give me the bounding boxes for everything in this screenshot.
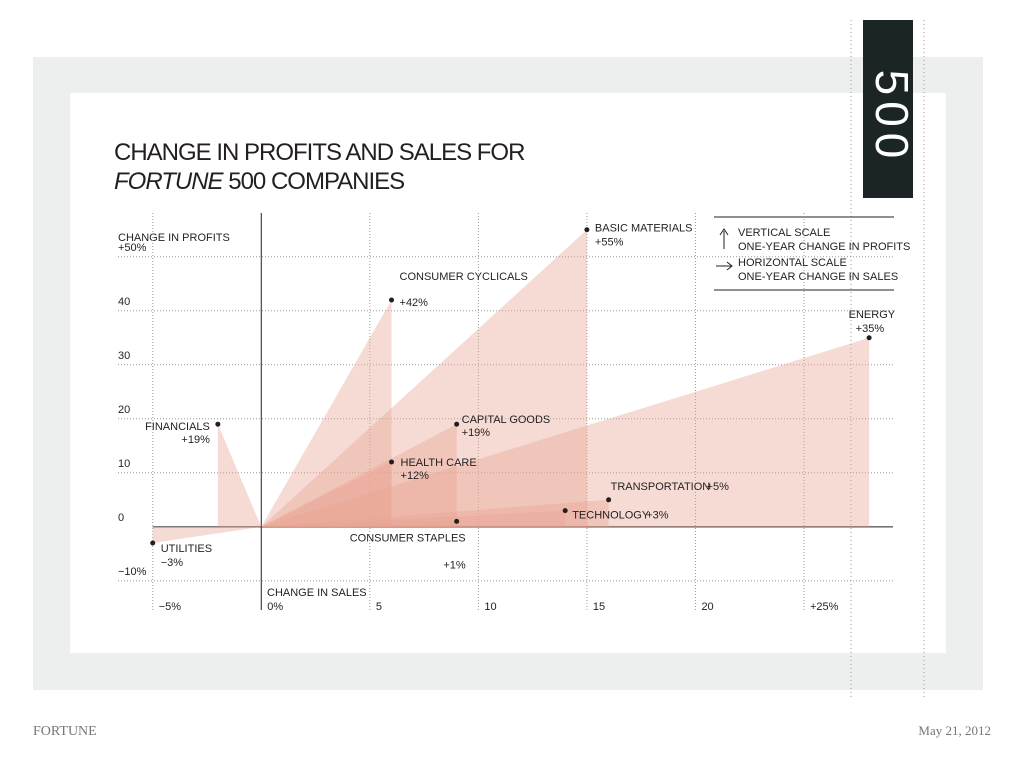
- value-label: +55%: [595, 237, 624, 249]
- wedge: [261, 299, 392, 527]
- value-label: +19%: [181, 434, 210, 446]
- point-label: CONSUMER CYCLICALS: [400, 271, 528, 283]
- y-axis-label: CHANGE IN PROFITS: [118, 232, 230, 244]
- footer-brand: FORTUNE: [33, 724, 97, 739]
- legend-text: VERTICAL SCALE: [738, 227, 830, 239]
- y-tick-label: 40: [118, 296, 130, 308]
- wedge: [152, 526, 262, 544]
- chart-title: FORTUNE 500 COMPANIES: [114, 168, 404, 195]
- y-tick-label: 30: [118, 350, 130, 362]
- y-tick-label: +50%: [118, 242, 147, 254]
- point: [584, 227, 590, 233]
- wedge: [261, 521, 457, 527]
- wedge: [261, 424, 457, 527]
- legend-arrow: [719, 228, 729, 249]
- value-label: −3%: [161, 557, 184, 569]
- legend-text: ONE-YEAR CHANGE IN SALES: [738, 271, 898, 283]
- legend-text: ONE-YEAR CHANGE IN PROFITS: [738, 241, 910, 253]
- wedge: [217, 424, 262, 527]
- point: [389, 297, 395, 303]
- y-tick-label: 10: [118, 458, 130, 470]
- point: [562, 508, 568, 514]
- value-label: +19%: [462, 427, 491, 439]
- point: [866, 335, 872, 341]
- point: [606, 497, 612, 503]
- point-label: CAPITAL GOODS: [462, 414, 551, 426]
- point-label: HEALTH CARE: [401, 457, 477, 469]
- wedge: [261, 229, 587, 527]
- y-tick-label: 20: [118, 404, 130, 416]
- value-label: +12%: [401, 470, 430, 482]
- point: [454, 421, 460, 427]
- y-tick-label: −10%: [118, 566, 147, 578]
- point-label: BASIC MATERIALS: [595, 223, 693, 235]
- badge: [863, 20, 913, 198]
- title-italic: FORTUNE: [114, 168, 225, 195]
- x-tick-label: 0%: [267, 601, 283, 613]
- point: [150, 540, 156, 546]
- value-label: +42%: [400, 297, 429, 309]
- chart-title: CHANGE IN PROFITS AND SALES FOR: [114, 139, 525, 166]
- wedge: [261, 510, 566, 527]
- point-label: FINANCIALS: [145, 421, 210, 433]
- wedge: [261, 337, 870, 527]
- badge-text: 500: [866, 70, 918, 165]
- x-axis-label: CHANGE IN SALES: [267, 587, 367, 599]
- value-label: +5%: [707, 481, 730, 493]
- point-label: TRANSPORTATION: [611, 481, 711, 493]
- point-label: TECHNOLOGY: [572, 510, 650, 522]
- footer-date: May 21, 2012: [918, 723, 991, 738]
- wedge: [261, 462, 392, 527]
- wedge: [261, 499, 609, 527]
- x-tick-label: +25%: [810, 601, 839, 613]
- panel: [70, 93, 946, 653]
- title-rest: 500 COMPANIES: [228, 168, 404, 195]
- y-tick-label: 0: [118, 512, 124, 524]
- value-label: +35%: [856, 323, 885, 335]
- x-tick-label: 20: [701, 601, 713, 613]
- point-label: CONSUMER STAPLES: [350, 532, 466, 544]
- point: [454, 518, 460, 524]
- value-label: +1%: [443, 559, 466, 571]
- legend-text: HORIZONTAL SCALE: [738, 257, 847, 269]
- point-label: UTILITIES: [161, 543, 212, 555]
- point: [215, 421, 221, 427]
- point: [389, 459, 395, 465]
- x-tick-label: −5%: [159, 601, 182, 613]
- point-label: ENERGY: [849, 309, 896, 321]
- x-tick-label: 5: [376, 601, 382, 613]
- x-tick-label: 15: [593, 601, 605, 613]
- x-tick-label: 10: [484, 601, 496, 613]
- legend-arrow: [716, 261, 733, 271]
- value-label: +3%: [646, 510, 669, 522]
